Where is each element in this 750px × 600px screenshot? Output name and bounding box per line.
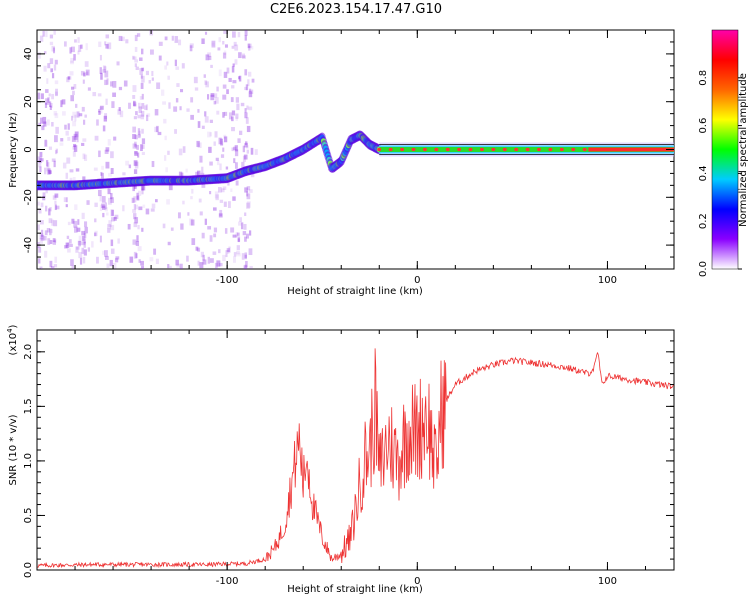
snr-series <box>37 348 674 569</box>
snr-ylabel: SNR (10 * v/v) <box>8 414 19 485</box>
y-tick-label: 0.0 <box>23 562 34 578</box>
y-tick-label: -20 <box>23 189 34 205</box>
spectrogram-ylabel: Frequency (Hz) <box>8 112 19 188</box>
spectrogram-ridge <box>37 130 674 191</box>
colorbar-tick-label: 0.0 <box>698 261 709 277</box>
colorbar-tick-label: 0.8 <box>698 70 709 86</box>
x-tick-label: 100 <box>598 275 617 286</box>
colorbar-tick-label: 0.6 <box>698 118 709 134</box>
y-tick-label: 1.5 <box>23 398 34 414</box>
colorbar-label: Normalized spectral amplitude <box>738 73 749 227</box>
y-tick-label: 20 <box>23 95 34 108</box>
snr-multiplier: (x104) <box>6 324 19 355</box>
spectrogram-image <box>37 30 674 269</box>
snr-axes: -100 0 100 0.0 0.5 1.0 1.5 2.0 <box>23 330 674 587</box>
snr-line <box>37 348 674 569</box>
y-tick-label: 1.0 <box>23 453 34 469</box>
snr-frame <box>36 329 675 571</box>
x-tick-label: -100 <box>216 576 239 587</box>
y-tick-label: 0 <box>23 146 34 152</box>
y-tick-label: 2.0 <box>23 344 34 360</box>
chart-title: C2E6.2023.154.17.47.G10 <box>269 2 443 17</box>
spectrogram-panel: -100 0 100 -40 -20 0 20 40 Height of straight l… <box>8 29 675 297</box>
colorbar-ticks: 0.0 0.2 0.4 0.6 0.8 <box>698 70 742 277</box>
colorbar-tick-label: 0.4 <box>698 165 709 181</box>
colorbar-strip <box>711 29 739 270</box>
spectrogram-xlabel: Height of straight line (km) <box>287 286 423 297</box>
snr-xlabel: Height of straight line (km) <box>287 584 423 595</box>
y-tick-label: 0.5 <box>23 508 34 524</box>
colorbar: 0.0 0.2 0.4 0.6 0.8 Normalized spectral ampl… <box>698 29 749 277</box>
x-tick-label: 0 <box>414 275 420 286</box>
x-tick-label: -100 <box>216 275 239 286</box>
x-tick-label: 0 <box>414 576 420 587</box>
y-tick-label: 40 <box>23 48 34 61</box>
spectrogram-noise <box>37 30 258 269</box>
colorbar-tick-label: 0.2 <box>698 213 709 229</box>
x-tick-label: 100 <box>598 576 617 587</box>
y-tick-label: -40 <box>23 237 34 253</box>
spectrogram-axes: -100 0 100 -40 -20 0 20 40 <box>23 29 674 286</box>
snr-panel: -100 0 100 0.0 0.5 1.0 1.5 2.0 Height of straig… <box>6 324 675 595</box>
